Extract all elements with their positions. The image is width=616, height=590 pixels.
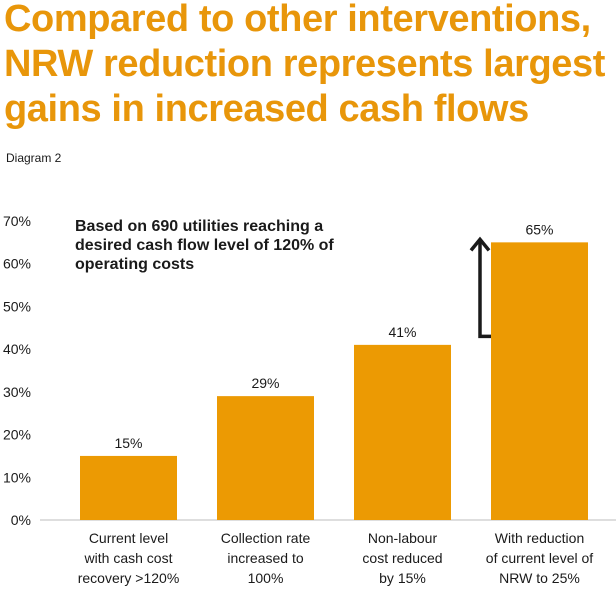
- category-label: by 15%: [379, 570, 426, 586]
- bar: [354, 344, 451, 520]
- y-tick-label: 50%: [3, 298, 31, 314]
- data-label: 15%: [114, 435, 142, 451]
- annotation-text: desired cash flow level of 120% of: [75, 237, 334, 254]
- category-label: cost reduced: [362, 550, 442, 566]
- bar: [491, 242, 588, 520]
- data-label: 65%: [525, 221, 553, 237]
- bar: [80, 455, 177, 520]
- annotation-text: Based on 690 utilities reaching a: [75, 218, 323, 235]
- category-label: 100%: [248, 570, 284, 586]
- category-label: With reduction: [495, 530, 584, 546]
- headline-line-1: Compared to other interventions,: [4, 0, 591, 40]
- data-label: 41%: [388, 324, 416, 340]
- y-tick-label: 20%: [3, 427, 31, 443]
- category-label: increased to: [227, 550, 303, 566]
- data-label: 29%: [251, 375, 279, 391]
- diagram-label: Diagram 2: [6, 151, 62, 165]
- arrow-shaft: [478, 240, 491, 339]
- headline: Compared to other interventions, NRW red…: [4, 0, 614, 132]
- category-label: Collection rate: [221, 530, 311, 546]
- y-tick-label: 0%: [11, 512, 31, 528]
- arrow-head: [469, 236, 491, 252]
- bar: [217, 396, 314, 520]
- headline-line-3: gains in increased cash flows: [4, 88, 529, 130]
- y-tick-label: 60%: [3, 256, 31, 272]
- y-tick-label: 10%: [3, 469, 31, 485]
- y-tick-label: 30%: [3, 384, 31, 400]
- category-label: recovery >120%: [78, 570, 180, 586]
- annotation-text: operating costs: [75, 256, 194, 273]
- category-label: Current level: [89, 530, 168, 546]
- category-label: Non-labour: [368, 530, 438, 546]
- y-tick-label: 70%: [3, 213, 31, 229]
- category-label: of current level of: [486, 550, 593, 566]
- y-tick-label: 40%: [3, 341, 31, 357]
- category-label: NRW to 25%: [499, 570, 580, 586]
- headline-line-2: NRW reduction represents largest: [4, 43, 605, 85]
- category-label: with cash cost: [84, 550, 173, 566]
